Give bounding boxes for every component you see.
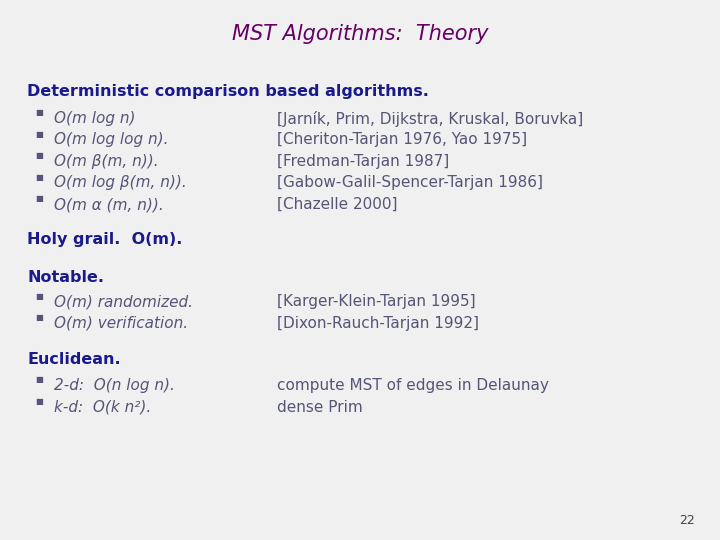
Text: O(m) randomized.: O(m) randomized. <box>54 294 193 309</box>
Text: [Jarník, Prim, Dijkstra, Kruskal, Boruvka]: [Jarník, Prim, Dijkstra, Kruskal, Boruvk… <box>277 111 583 127</box>
Text: O(m) verification.: O(m) verification. <box>54 316 188 331</box>
Text: ■: ■ <box>36 108 43 117</box>
Text: compute MST of edges in Delaunay: compute MST of edges in Delaunay <box>277 378 549 393</box>
Text: O(m log log n).: O(m log log n). <box>54 132 168 147</box>
Text: ■: ■ <box>36 292 43 301</box>
Text: ■: ■ <box>36 194 43 204</box>
Text: ■: ■ <box>36 397 43 406</box>
Text: 22: 22 <box>679 514 695 526</box>
Text: MST Algorithms:  Theory: MST Algorithms: Theory <box>232 24 488 44</box>
Text: O(m β(m, n)).: O(m β(m, n)). <box>54 154 158 169</box>
Text: k-d:  O(k n²).: k-d: O(k n²). <box>54 400 151 415</box>
Text: 2-d:  O(n log n).: 2-d: O(n log n). <box>54 378 175 393</box>
Text: [Chazelle 2000]: [Chazelle 2000] <box>277 197 397 212</box>
Text: O(m α (m, n)).: O(m α (m, n)). <box>54 197 163 212</box>
Text: Holy grail.  O(m).: Holy grail. O(m). <box>27 232 183 247</box>
Text: O(m log β(m, n)).: O(m log β(m, n)). <box>54 176 186 191</box>
Text: ■: ■ <box>36 375 43 384</box>
Text: ■: ■ <box>36 313 43 322</box>
Text: [Dixon-Rauch-Tarjan 1992]: [Dixon-Rauch-Tarjan 1992] <box>277 316 480 331</box>
Text: [Cheriton-Tarjan 1976, Yao 1975]: [Cheriton-Tarjan 1976, Yao 1975] <box>277 132 527 147</box>
Text: O(m log n): O(m log n) <box>54 111 135 126</box>
Text: Notable.: Notable. <box>27 270 104 285</box>
Text: [Karger-Klein-Tarjan 1995]: [Karger-Klein-Tarjan 1995] <box>277 294 476 309</box>
Text: [Fredman-Tarjan 1987]: [Fredman-Tarjan 1987] <box>277 154 449 169</box>
Text: Deterministic comparison based algorithms.: Deterministic comparison based algorithm… <box>27 84 429 99</box>
Text: dense Prim: dense Prim <box>277 400 363 415</box>
Text: Euclidean.: Euclidean. <box>27 352 121 367</box>
Text: ■: ■ <box>36 151 43 160</box>
Text: ■: ■ <box>36 130 43 139</box>
Text: [Gabow-Galil-Spencer-Tarjan 1986]: [Gabow-Galil-Spencer-Tarjan 1986] <box>277 176 543 191</box>
Text: ■: ■ <box>36 173 43 182</box>
